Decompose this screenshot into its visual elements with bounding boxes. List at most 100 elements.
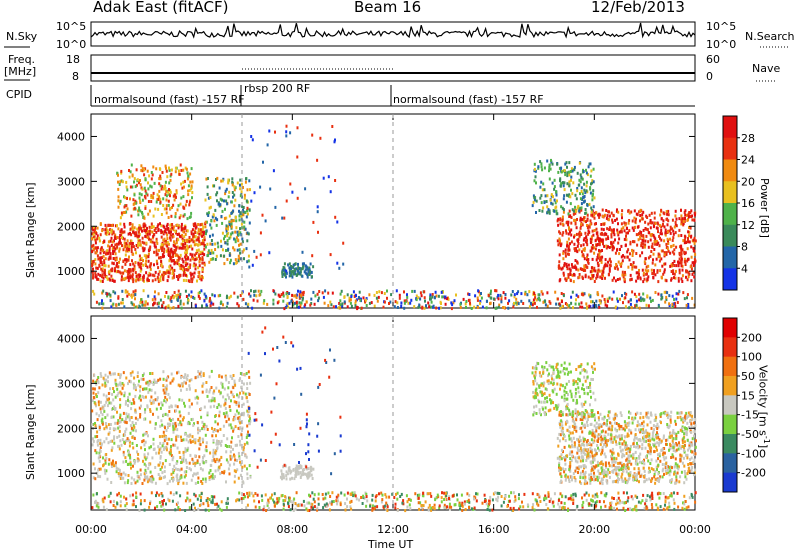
echo-cell [336,261,339,265]
echo-cell [120,179,123,183]
echo-cell [674,276,677,280]
echo-cell [115,466,118,470]
echo-cell [218,414,221,418]
echo-cell [194,376,197,380]
echo-cell [304,303,307,307]
echo-cell [578,234,581,238]
echo-cell [190,232,193,236]
echo-cell [476,296,479,300]
echo-cell [196,497,199,501]
echo-cell [125,249,128,253]
echo-cell [172,234,175,238]
echo-cell [287,305,290,309]
echo-cell [663,225,666,229]
echo-cell [240,190,243,194]
echo-cell [488,508,491,512]
echo-cell [204,508,207,512]
echo-cell [209,258,212,261]
echo-cell [146,278,149,282]
echo-cell [113,239,115,243]
echo-cell [216,176,219,180]
echo-cell [257,289,260,293]
echo-cell [692,270,695,274]
echo-cell [344,508,347,512]
top-series-group [90,22,696,74]
echo-cell [686,259,689,263]
echo-cell [380,491,383,495]
echo-cell [196,231,199,235]
echo-cell [593,196,596,200]
echo-cell [103,440,106,444]
echo-cell [241,250,244,254]
echo-cell [116,262,119,265]
echo-cell [331,125,334,128]
echo-cell [145,381,148,385]
echo-cell [272,302,275,306]
echo-cell [121,438,124,442]
echo-cell [138,477,141,481]
echo-cell [208,399,210,403]
echo-cell [200,275,203,279]
echo-cell [104,471,107,475]
echo-cell [174,212,177,215]
echo-cell [107,223,110,227]
echo-cell [186,229,189,233]
echo-cell [198,436,201,440]
echo-cell [92,233,95,237]
echo-cell [218,458,221,462]
echo-cell [207,253,210,257]
echo-cell [180,222,183,226]
echo-cell [422,504,425,508]
echo-cell [322,295,325,299]
echo-cell [141,246,144,250]
echo-cell [192,423,195,427]
echo-cell [118,260,120,264]
echo-cell [104,458,107,462]
echo-cell [627,209,630,213]
echo-cell [191,228,194,232]
echo-cell [129,455,132,459]
echo-cell [205,230,208,234]
echo-cell [128,400,131,404]
echo-cell [100,260,103,264]
echo-cell [261,213,264,217]
echo-cell [672,236,675,240]
echo-cell [167,270,170,274]
echo-cell [124,430,127,434]
echo-cell [114,224,117,228]
echo-cell [122,230,125,234]
echo-cell [629,507,632,511]
echo-cell [192,234,195,238]
echo-cell [104,257,107,261]
echo-cell [195,472,198,476]
echo-cell [147,181,149,185]
echo-cell [375,291,378,294]
echo-cell [129,227,132,231]
echo-cell [299,290,302,294]
echo-cell [604,258,607,262]
echo-cell [145,229,148,232]
echo-cell [180,225,183,229]
echo-cell [578,161,581,165]
echo-cell [139,269,142,273]
echo-cell [198,240,201,244]
echo-cell [177,258,180,262]
echo-cell [149,238,152,242]
echo-cell [202,440,204,444]
echo-cell [523,492,526,496]
echo-cell [616,299,619,303]
echo-cell [187,266,190,269]
echo-cell [161,249,164,253]
echo-cell [540,162,543,166]
echo-cell [128,175,131,179]
echo-cell [182,168,185,172]
echo-cell [114,427,117,431]
echo-cell [143,462,146,466]
echo-cell [378,492,380,496]
echo-cell [228,223,231,226]
echo-cell [194,263,197,267]
echo-cell [157,301,160,305]
echo-cell [595,227,598,231]
echo-cell [691,214,694,218]
echo-cell [343,493,346,497]
